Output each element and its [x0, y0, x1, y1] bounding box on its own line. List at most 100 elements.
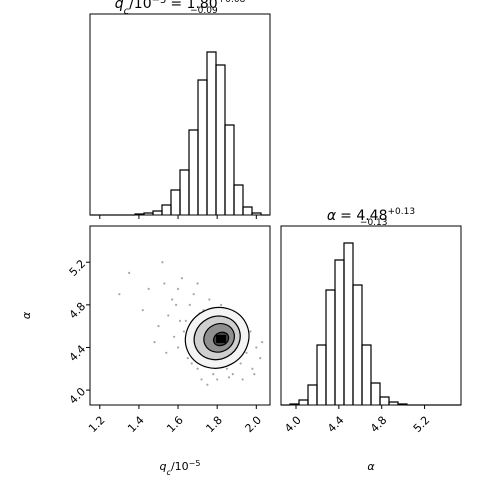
histogram-bin	[242, 206, 253, 215]
title-minus: −0.13	[360, 218, 388, 228]
histogram-bin	[361, 344, 372, 405]
sample-point	[174, 303, 178, 306]
x-tick-label: 5.2	[411, 414, 433, 436]
sample-point	[231, 373, 234, 376]
histogram-bin	[179, 169, 190, 215]
sample-point	[176, 346, 180, 349]
histogram-bin	[325, 289, 336, 405]
label-part: c	[124, 6, 130, 17]
sample-point	[128, 271, 131, 274]
label-part: q	[115, 0, 124, 12]
panel-frame	[89, 225, 271, 406]
sample-point	[176, 287, 180, 290]
sample-point	[171, 298, 174, 301]
title-minus: −0.09	[190, 6, 218, 16]
histogram-bin	[170, 189, 181, 215]
sample-point	[212, 373, 215, 376]
title-plus: +0.08	[218, 0, 246, 5]
panel-title: qc/10−5 = 1.80+0.08 −0.09	[115, 0, 246, 17]
sample-point	[249, 330, 252, 333]
label-part: −5	[152, 0, 167, 6]
sample-point	[161, 261, 164, 264]
sample-point	[165, 351, 168, 354]
sample-point	[261, 341, 264, 344]
histogram-bin	[224, 124, 235, 215]
histogram-bin	[334, 259, 345, 405]
label-part: α	[327, 208, 337, 224]
histogram-bin	[370, 382, 381, 405]
sample-point	[196, 367, 199, 370]
sample-point	[147, 287, 150, 290]
histogram-bin	[233, 184, 244, 215]
sample-point	[253, 373, 256, 376]
histogram-bin	[298, 399, 309, 405]
histogram-bin	[161, 204, 172, 215]
histogram-bin	[215, 64, 226, 215]
y-tick-label: 4.0	[67, 385, 89, 407]
x-tick-label: 1.6	[164, 414, 186, 436]
label-part: q	[160, 460, 167, 473]
sample-point	[192, 293, 195, 296]
x-tick-label: 1.4	[125, 414, 147, 436]
histogram-bin	[379, 396, 390, 405]
sample-point	[184, 319, 187, 322]
histogram-bin	[343, 242, 354, 405]
sample-point	[216, 378, 219, 381]
sample-point	[196, 282, 199, 285]
sample-point	[255, 346, 258, 349]
x-tick-label: 1.2	[86, 414, 108, 436]
sample-point	[227, 376, 231, 379]
histogram-bin	[188, 129, 199, 215]
title-value: = 4.48	[340, 208, 387, 224]
panel-title: α = 4.48+0.13 −0.13	[327, 207, 415, 228]
histogram-bin	[316, 344, 327, 405]
sample-point	[206, 383, 209, 386]
x-tick-label: 1.8	[203, 414, 225, 436]
sample-point	[259, 357, 262, 360]
sample-point	[163, 282, 166, 285]
sample-point	[173, 335, 176, 338]
label: α	[20, 311, 33, 319]
x-tick-label: 4.0	[282, 414, 304, 436]
label: α	[367, 460, 375, 473]
sample-point	[180, 277, 184, 280]
title-plus: +0.13	[388, 207, 416, 217]
y-tick-label: 4.8	[67, 300, 89, 322]
sample-point	[239, 362, 242, 365]
sample-point	[245, 351, 248, 354]
x-tick-label: 4.8	[368, 414, 390, 436]
title-value: = 1.80	[170, 0, 217, 12]
x-tick-label: 2.0	[243, 414, 265, 436]
sample-point	[167, 314, 170, 317]
sample-point	[186, 357, 189, 360]
sample-point	[241, 378, 244, 381]
label-part: /10	[129, 0, 152, 12]
histogram-bin	[352, 284, 363, 405]
sample-point	[182, 330, 186, 333]
sample-point	[178, 319, 182, 322]
label-part: /10	[171, 460, 189, 473]
label-part: −5	[189, 459, 201, 468]
sample-point	[157, 325, 160, 328]
sample-point	[118, 293, 121, 296]
sample-point	[200, 378, 203, 381]
histogram-bin	[251, 212, 262, 215]
histogram-bin	[152, 210, 163, 215]
sample-point	[225, 367, 229, 370]
sample-point	[141, 309, 144, 312]
sample-point	[208, 298, 211, 301]
x-tick-label: 4.4	[325, 414, 347, 436]
y-tick-label: 4.4	[67, 343, 89, 365]
sample-point	[219, 303, 223, 306]
histogram-bin	[206, 51, 217, 215]
sample-point	[188, 303, 191, 306]
density-peak	[216, 334, 227, 343]
sample-point	[190, 362, 193, 365]
sample-point	[153, 341, 156, 344]
y-tick-label: 5.2	[67, 257, 89, 279]
histogram-bin	[197, 79, 208, 215]
label: qc/10−5	[160, 459, 201, 477]
histogram-bin	[307, 384, 318, 405]
label-part: c	[167, 468, 172, 477]
